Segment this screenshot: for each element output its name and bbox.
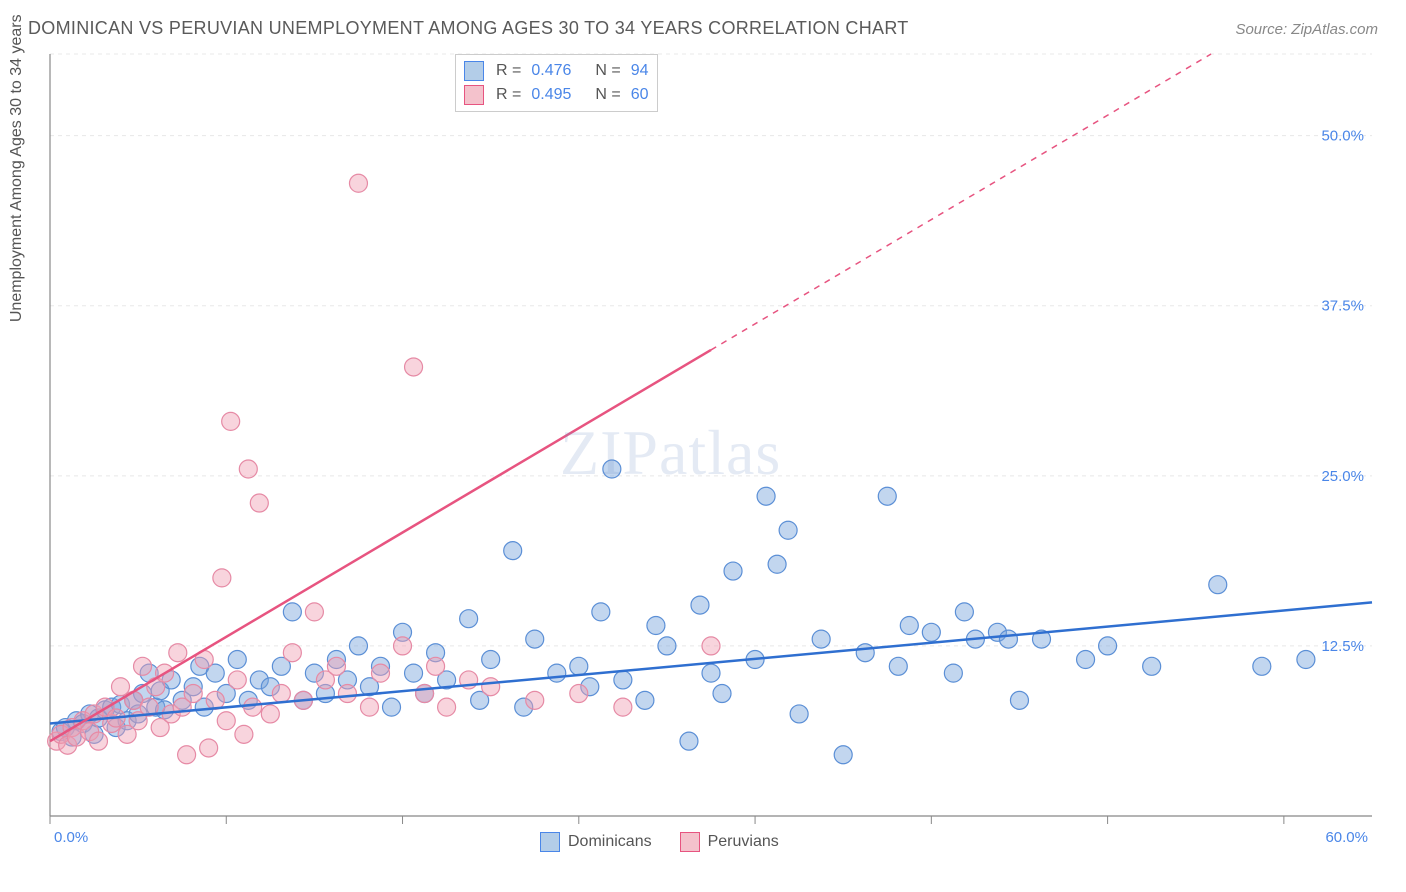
legend-series-label: Dominicans <box>568 833 652 851</box>
svg-text:12.5%: 12.5% <box>1321 638 1364 655</box>
legend-r-label: R = <box>496 62 521 80</box>
legend-n-value: 60 <box>631 86 649 104</box>
stats-legend: R = 0.476 N = 94 R = 0.495 N = 60 <box>455 54 658 112</box>
legend-stat-row: R = 0.476 N = 94 <box>464 59 649 83</box>
chart-title: DOMINICAN VS PERUVIAN UNEMPLOYMENT AMONG… <box>28 18 909 39</box>
legend-r-value: 0.495 <box>531 86 571 104</box>
svg-text:37.5%: 37.5% <box>1321 298 1364 315</box>
legend-n-label: N = <box>595 62 620 80</box>
legend-stat-row: R = 0.495 N = 60 <box>464 83 649 107</box>
source-attribution: Source: ZipAtlas.com <box>1235 21 1378 38</box>
legend-swatch <box>464 61 484 81</box>
svg-text:50.0%: 50.0% <box>1321 128 1364 145</box>
legend-series-label: Peruvians <box>708 833 779 851</box>
legend-swatch <box>680 832 700 852</box>
legend-series-item: Dominicans <box>540 832 652 852</box>
legend-swatch <box>540 832 560 852</box>
chart-container: Unemployment Among Ages 30 to 34 years 1… <box>0 46 1406 892</box>
legend-n-value: 94 <box>631 62 649 80</box>
svg-text:60.0%: 60.0% <box>1325 829 1368 846</box>
scatter-plot-svg: 12.5% 25.0% 37.5% 50.0% 0.0% 60.0% <box>0 46 1406 892</box>
legend-series-item: Peruvians <box>680 832 779 852</box>
legend-n-label: N = <box>595 86 620 104</box>
svg-text:0.0%: 0.0% <box>54 829 88 846</box>
legend-swatch <box>464 85 484 105</box>
legend-r-label: R = <box>496 86 521 104</box>
series-legend: Dominicans Peruvians <box>540 832 779 852</box>
legend-r-value: 0.476 <box>531 62 571 80</box>
svg-text:25.0%: 25.0% <box>1321 468 1364 485</box>
